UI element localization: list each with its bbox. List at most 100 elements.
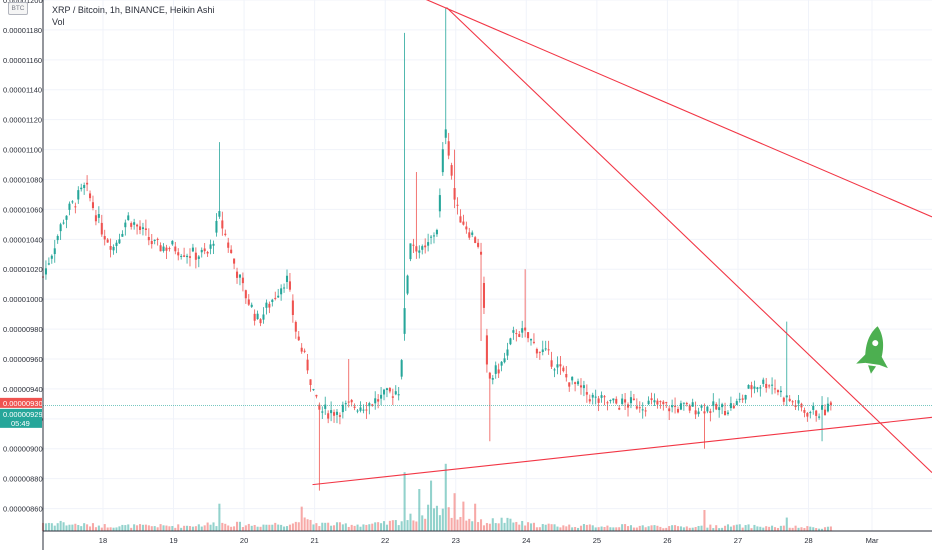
volume-bar <box>821 528 824 531</box>
volume-bar <box>747 524 750 531</box>
volume-bar <box>353 525 356 531</box>
volume-bar <box>659 526 662 531</box>
volume-bar <box>550 524 553 531</box>
candle-body <box>644 410 647 412</box>
x-tick-label: 18 <box>99 536 107 545</box>
candle-body <box>347 401 350 403</box>
volume-bar <box>815 528 818 531</box>
x-tick-label: 21 <box>310 536 318 545</box>
candle-body <box>435 229 438 235</box>
candle-body <box>83 184 86 189</box>
volume-bar <box>773 527 777 531</box>
candle-body <box>529 338 533 341</box>
trend-line-steep-resistance[interactable] <box>446 7 932 474</box>
volume-bar <box>215 526 218 531</box>
candle-body <box>259 319 262 324</box>
volume-bar <box>250 525 253 531</box>
volume-bar <box>224 523 227 531</box>
volume-bar <box>133 524 136 531</box>
volume-bar <box>788 527 791 531</box>
volume-indicator-label[interactable]: Vol <box>52 17 65 27</box>
chart-legend: XRP / Bitcoin, 1h, BINANCE, Heikin Ashi … <box>52 4 214 28</box>
candle-body <box>768 385 771 387</box>
volume-bar <box>656 525 659 531</box>
candle-body <box>565 374 568 378</box>
volume-bar <box>238 521 241 531</box>
candle-body <box>212 243 215 246</box>
candle-body <box>338 415 341 417</box>
volume-bar <box>435 505 438 531</box>
candle-body <box>726 412 730 414</box>
candle-body <box>285 275 289 282</box>
candle-body <box>388 387 391 392</box>
candle-body <box>685 403 688 405</box>
candle-body <box>165 247 168 251</box>
candle-body <box>785 395 788 398</box>
candle-body <box>253 313 256 321</box>
currency-badge[interactable]: BTC <box>8 2 28 15</box>
candle-body <box>674 405 677 407</box>
candle-body <box>306 359 309 371</box>
candle-body <box>535 349 538 354</box>
candle-body <box>427 242 430 246</box>
candle-body <box>585 392 588 395</box>
candle-body <box>485 335 488 365</box>
candle-body <box>106 239 109 243</box>
candle-body <box>380 394 383 399</box>
volume-bar <box>635 527 638 531</box>
candle-body <box>312 389 315 391</box>
candle-body <box>503 358 506 363</box>
candle-body <box>162 246 165 252</box>
volume-bar <box>186 525 189 531</box>
candle-body <box>550 360 553 367</box>
candle-body <box>421 246 424 250</box>
volume-bar <box>403 472 406 531</box>
volume-bar <box>103 524 106 531</box>
volume-bar <box>297 522 300 531</box>
volume-bar <box>359 526 362 531</box>
volume-bar <box>779 525 782 531</box>
candle-body <box>459 216 462 223</box>
trend-line-upper-resistance[interactable] <box>410 0 932 218</box>
y-tick-label: 0.00000980 <box>3 325 43 334</box>
trend-line-rising-support[interactable] <box>312 416 932 486</box>
candle-body <box>594 396 597 398</box>
chart-title[interactable]: XRP / Bitcoin, 1h, BINANCE, Heikin Ashi <box>52 5 215 15</box>
volume-bar <box>438 515 441 531</box>
volume-bar <box>653 525 656 531</box>
candle-body <box>144 228 147 231</box>
candle-body <box>679 403 682 410</box>
candle-body <box>294 322 297 332</box>
volume-bar <box>506 517 509 531</box>
candle-body <box>394 391 397 395</box>
volume-bar <box>444 463 447 531</box>
volume-bar <box>197 524 200 531</box>
rocket-flame <box>868 365 877 374</box>
candle-body <box>612 398 615 401</box>
y-tick-label: 0.00001000 <box>3 295 43 304</box>
candle-body <box>65 215 68 220</box>
volume-bar <box>109 527 112 531</box>
candle-body <box>206 251 209 254</box>
y-tick-label: 0.00001100 <box>3 146 42 155</box>
volume-bar <box>459 516 462 531</box>
volume-bar <box>582 524 585 531</box>
volume-bar <box>97 525 100 531</box>
volume-bar <box>571 527 574 531</box>
volume-bar <box>121 524 124 531</box>
y-tick-label: 0.00000860 <box>3 505 43 514</box>
candle-body <box>430 236 433 238</box>
candle-body <box>100 222 103 235</box>
candle-body <box>412 244 415 246</box>
volume-bar <box>244 525 247 531</box>
volume-bar <box>603 527 606 531</box>
volume-bar <box>641 525 644 531</box>
candle-body <box>56 236 59 241</box>
candle-body <box>130 223 133 227</box>
candle-body <box>735 401 738 405</box>
candle-body <box>356 410 359 412</box>
candle-body <box>829 402 832 406</box>
trend-lines[interactable] <box>312 0 932 486</box>
volume-bar <box>647 526 650 531</box>
